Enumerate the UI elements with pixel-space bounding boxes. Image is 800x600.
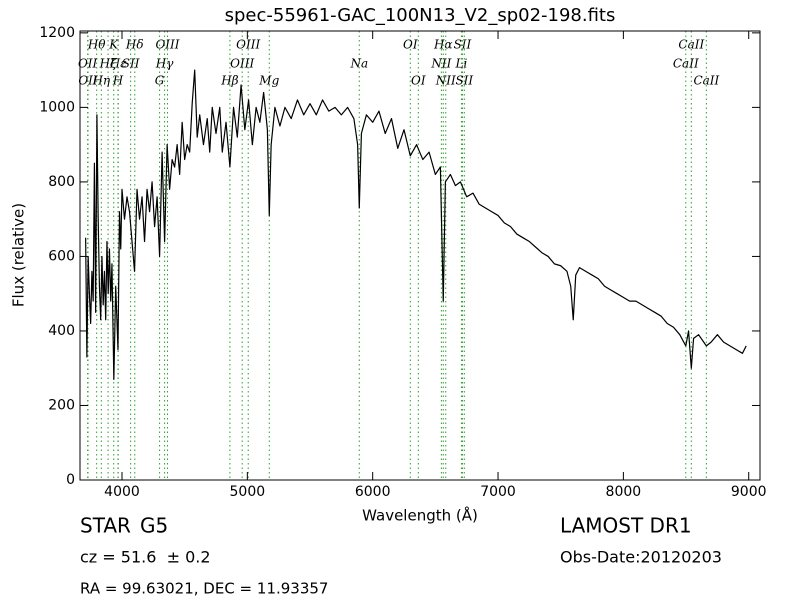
spectrum-line <box>85 69 747 380</box>
class: STAR <box>80 514 131 538</box>
plot-frame <box>79 30 761 481</box>
chart-title: spec-55961-GAC_100N13_V2_sp02-198.fits <box>225 5 616 26</box>
spectral-line-label: CaII <box>693 74 719 88</box>
spectral-line-label: OI <box>403 38 418 52</box>
spectral-line-label: OIII <box>230 57 254 71</box>
spectral-line-label: K <box>108 38 119 52</box>
spectral-line-label: Li <box>455 57 468 71</box>
spectral-line-label: SII <box>455 74 473 88</box>
y-tick-label: 600 <box>48 248 75 264</box>
spectral-line-label: Hθ <box>87 38 106 52</box>
x-tick-label: 6000 <box>355 484 391 500</box>
x-tick-label: 7000 <box>480 484 516 500</box>
x-tick-label: 4000 <box>104 484 140 500</box>
spectral-line-label: OII <box>78 74 98 88</box>
spectral-line-label: Hα <box>433 38 453 52</box>
spectral-line-label: Mg <box>258 74 279 88</box>
spectral-line-label: OIII <box>155 38 179 52</box>
spectral-line-label: H <box>112 74 124 88</box>
spectral-line-label: SII <box>454 38 472 52</box>
spectral-line-label: G <box>155 74 165 88</box>
cz: cz = 51.6 ± 0.2 <box>80 548 211 567</box>
y-tick-label: 200 <box>48 397 75 413</box>
release: LAMOST DR1 <box>560 514 692 538</box>
spectral-line-label: CaII <box>673 57 699 71</box>
spectral-line-label: OIII <box>236 38 260 52</box>
spectral-line-label: OI <box>411 74 426 88</box>
y-tick-label: 1200 <box>39 25 75 41</box>
y-axis-label: Flux (relative) <box>10 203 28 307</box>
spectral-line-label: SII <box>122 57 140 71</box>
spectral-line-label: Hη <box>91 74 110 88</box>
y-tick-label: 800 <box>48 174 75 190</box>
y-tick-label: 1000 <box>39 99 75 115</box>
x-axis-label: Wavelength (Å) <box>362 506 478 525</box>
spectral-line-label: Hδ <box>125 38 144 52</box>
y-tick-label: 400 <box>48 323 75 339</box>
x-tick-label: 9000 <box>731 484 767 500</box>
spectral-line-label: Hγ <box>155 57 174 71</box>
x-tick-label: 8000 <box>606 484 642 500</box>
coords: RA = 99.63021, DEC = 11.93357 <box>80 580 328 598</box>
spectral-line-label: CaII <box>678 38 704 52</box>
spectral-line-label: NII <box>435 74 456 88</box>
spectral-line-label: Na <box>349 57 368 71</box>
spectral-line-label: NII <box>430 57 451 71</box>
x-tick-label: 5000 <box>230 484 266 500</box>
y-tick-label: 0 <box>66 472 75 488</box>
subclass: G5 <box>140 514 168 538</box>
spectral-line-label: Hζ <box>99 57 118 71</box>
obs-date: Obs-Date:20120203 <box>560 548 722 567</box>
spectral-line-label: Hβ <box>220 74 238 88</box>
